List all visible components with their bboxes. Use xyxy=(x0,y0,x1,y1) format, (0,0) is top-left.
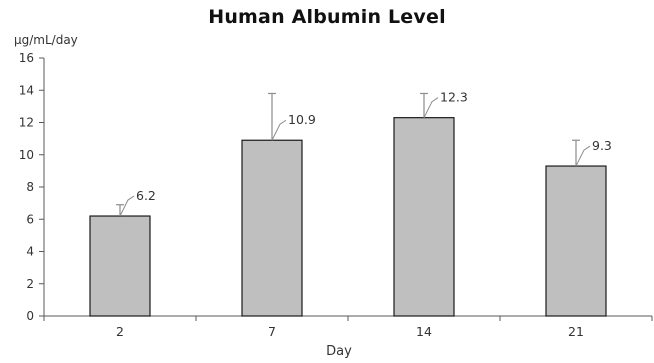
data-label: 12.3 xyxy=(440,90,468,105)
y-axis-label: μg/mL/day xyxy=(14,33,78,47)
data-label: 10.9 xyxy=(288,112,316,127)
x-axis-label: Day xyxy=(326,344,352,359)
y-tick-label: 8 xyxy=(26,180,34,194)
y-tick-label: 16 xyxy=(19,51,34,65)
axes-layer: 0 2 4 6 8 10 12 14 16 2 7 14 21 xyxy=(19,51,653,339)
x-tick-label: 2 xyxy=(116,324,124,339)
data-label-leader xyxy=(575,145,591,167)
x-tick-label: 14 xyxy=(416,324,432,339)
y-tick-label: 4 xyxy=(26,245,34,259)
y-tick-label: 2 xyxy=(26,277,34,291)
y-tick-label: 10 xyxy=(19,148,34,162)
data-label: 6.2 xyxy=(136,188,156,203)
data-label-leader xyxy=(271,119,287,141)
bar xyxy=(89,215,151,317)
bar xyxy=(393,117,455,317)
chart-title: Human Albumin Level xyxy=(208,6,446,28)
data-label-leader xyxy=(119,195,135,217)
y-tick-label: 0 xyxy=(26,309,34,323)
y-tick-label: 14 xyxy=(19,83,34,97)
data-label-leader xyxy=(423,97,439,118)
y-tick-label: 6 xyxy=(26,212,34,226)
bar xyxy=(545,165,607,317)
x-tick-label: 7 xyxy=(268,324,276,339)
data-labels-layer: 6.2 10.9 12.3 9.3 xyxy=(119,90,612,217)
bar xyxy=(241,139,303,317)
y-tick-label: 12 xyxy=(19,116,34,130)
data-label: 9.3 xyxy=(592,138,612,153)
bars-layer xyxy=(89,92,607,317)
x-tick-label: 21 xyxy=(568,324,584,339)
